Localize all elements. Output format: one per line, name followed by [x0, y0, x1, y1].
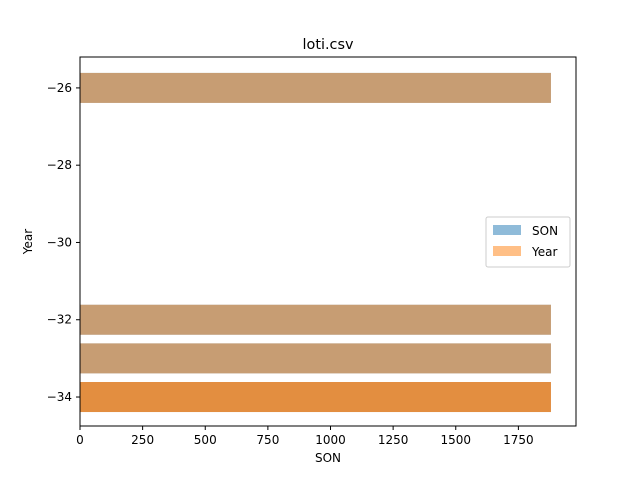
- legend-label-son: SON: [532, 224, 558, 238]
- legend-swatch-son: [493, 225, 521, 235]
- bar-year-1: [80, 304, 551, 335]
- bar-year-0: [80, 72, 551, 103]
- y-tick-label: −32: [47, 313, 72, 327]
- x-tick-label: 0: [76, 433, 84, 447]
- x-tick-label: 1250: [378, 433, 409, 447]
- y-axis-label: Year: [21, 229, 35, 255]
- x-axis-ticks: 0 250 500 750 1000 1250 1500 1750: [76, 426, 534, 447]
- x-axis-label: SON: [315, 451, 341, 465]
- bar-year-4: [80, 382, 551, 413]
- y-tick-label: −26: [47, 81, 72, 95]
- legend-swatch-year: [493, 246, 521, 256]
- y-tick-label: −30: [47, 235, 72, 249]
- bar-year-2: [80, 343, 551, 374]
- x-tick-label: 250: [131, 433, 154, 447]
- x-tick-label: 1500: [440, 433, 471, 447]
- y-axis-ticks: −34 −32 −30 −28 −26: [47, 81, 80, 404]
- y-tick-label: −28: [47, 158, 72, 172]
- plot-frame: [79, 56, 577, 427]
- bars-layer: [80, 72, 551, 413]
- legend: SON Year: [485, 216, 571, 268]
- x-tick-label: 1000: [315, 433, 346, 447]
- x-tick-label: 1750: [503, 433, 534, 447]
- legend-label-year: Year: [531, 245, 557, 259]
- chart-title: loti.csv: [303, 37, 354, 53]
- x-tick-label: 750: [256, 433, 279, 447]
- x-tick-label: 500: [194, 433, 217, 447]
- y-tick-label: −34: [47, 390, 72, 404]
